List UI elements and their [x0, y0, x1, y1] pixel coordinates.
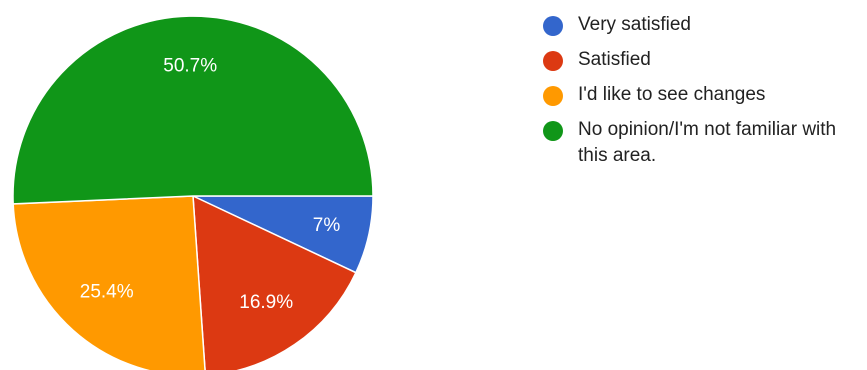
- pie-slices: [12, 15, 374, 370]
- slice-value-label-satisfied: 16.9%: [239, 292, 293, 313]
- legend-swatch-like-to-see-changes: [543, 86, 563, 106]
- slice-value-label-i-d-like-to-see-changes: 25.4%: [80, 282, 134, 303]
- pie-labels: 7% 16.9% 25.4% 50.7%: [80, 55, 341, 313]
- legend: Very satisfied Satisfied I'd like to see…: [543, 12, 867, 178]
- pie-slice-satisfied: [192, 194, 357, 370]
- legend-swatch-satisfied: [543, 51, 563, 71]
- legend-label-very-satisfied: Very satisfied: [578, 14, 691, 35]
- legend-swatch-no-opinion: [543, 121, 563, 141]
- legend-label-no-opinion: No opinion/I'm not familiar with this ar…: [578, 119, 837, 166]
- slice-value-label-very-satisfied: 7%: [313, 215, 341, 236]
- legend-item-no-opinion: No opinion/I'm not familiar with this ar…: [543, 117, 867, 169]
- legend-item-satisfied: Satisfied: [543, 47, 867, 73]
- legend-item-like-to-see-changes: I'd like to see changes: [543, 82, 867, 108]
- legend-label-like-to-see-changes: I'd like to see changes: [578, 84, 766, 105]
- slice-value-label-no-opinion-i-m-not-familiar-with-this-area: 50.7%: [163, 55, 217, 76]
- legend-label-satisfied: Satisfied: [578, 49, 651, 70]
- pie-slice-i-d-like-to-see-changes: [12, 195, 206, 370]
- pie-slice-no-opinion-i-m-not-familiar-with-this-area: [12, 15, 374, 205]
- legend-item-very-satisfied: Very satisfied: [543, 12, 867, 38]
- legend-swatch-very-satisfied: [543, 16, 563, 36]
